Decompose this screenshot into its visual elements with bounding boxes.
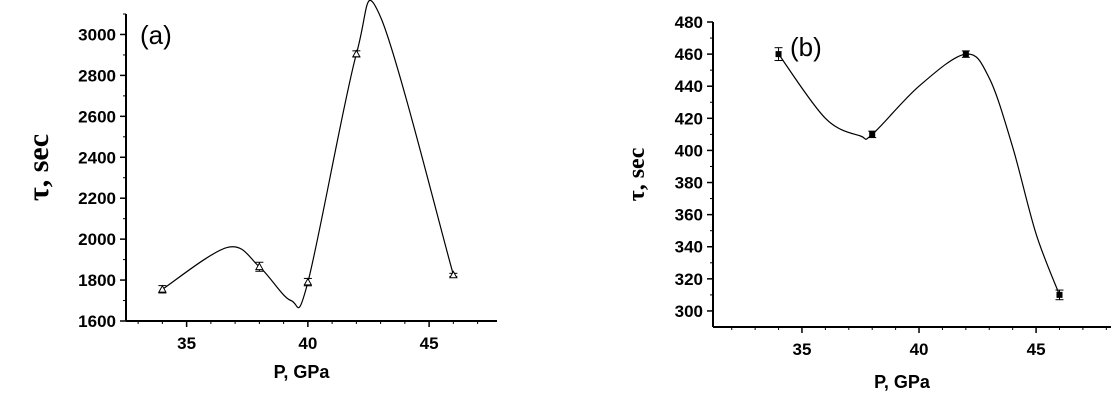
- y-tick-label: 2600: [78, 107, 116, 126]
- y-tick-label: 420: [675, 109, 703, 128]
- y-tick-label: 480: [675, 13, 703, 32]
- x-tick-label: 45: [1027, 340, 1046, 359]
- data-point: [775, 51, 782, 58]
- y-tick-label: 2400: [78, 148, 116, 167]
- data-point: [255, 262, 264, 271]
- chart-panel-b: 300 320 340 360 380 400 420 440 460 480 35 40 45 P, G…: [624, 13, 1111, 392]
- y-tick-label: 360: [675, 206, 703, 225]
- y-tick-label: 2200: [78, 189, 116, 208]
- y-tick-label: 440: [675, 77, 703, 96]
- x-tick-label: 40: [298, 334, 317, 353]
- panel-label: (b): [790, 32, 822, 62]
- x-tick-label: 45: [420, 334, 439, 353]
- x-axis-title: P, GPa: [274, 362, 331, 382]
- panel-label: (a): [140, 20, 172, 50]
- x-tick-label: 35: [177, 334, 196, 353]
- data-point: [352, 49, 361, 58]
- y-tick-label: 460: [675, 45, 703, 64]
- y-tick-label: 2800: [78, 66, 116, 85]
- y-tick-label: 340: [675, 238, 703, 257]
- data-point: [303, 277, 313, 286]
- fit-curve: [162, 0, 454, 309]
- data-point: [449, 270, 458, 279]
- data-point: [869, 131, 876, 138]
- y-tick-label: 400: [675, 141, 703, 160]
- fit-curve: [778, 53, 1061, 296]
- y-axis-title: τ, sec: [624, 147, 650, 201]
- data-point: [962, 51, 969, 58]
- y-tick-label: 3000: [78, 25, 116, 44]
- x-tick-label: 35: [793, 340, 812, 359]
- y-tick-label: 380: [675, 174, 703, 193]
- y-tick-label: 1600: [78, 312, 116, 331]
- data-point: [1056, 291, 1063, 298]
- y-tick-label: 1800: [78, 271, 116, 290]
- y-tick-label: 300: [675, 302, 703, 321]
- x-axis-title: P, GPa: [874, 372, 931, 392]
- chart-panel-a: 1600 1800 2000 2200 2400 2600 2800 3000 35 40 45 P,…: [22, 0, 497, 382]
- x-tick-label: 40: [910, 340, 929, 359]
- y-tick-label: 2000: [78, 230, 116, 249]
- data-point: [158, 284, 167, 293]
- y-tick-label: 320: [675, 270, 703, 289]
- y-axis-title: τ, sec: [22, 134, 55, 201]
